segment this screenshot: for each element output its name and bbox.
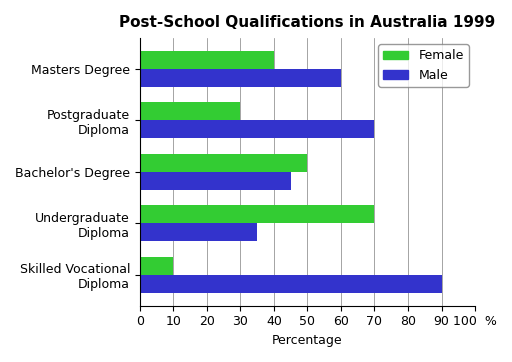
Legend: Female, Male: Female, Male <box>378 45 469 87</box>
Title: Post-School Qualifications in Australia 1999: Post-School Qualifications in Australia … <box>119 15 496 30</box>
Bar <box>140 69 341 87</box>
Bar <box>140 223 257 241</box>
Bar <box>140 154 307 172</box>
Bar <box>140 121 374 139</box>
X-axis label: Percentage: Percentage <box>272 334 343 347</box>
Bar <box>140 51 274 69</box>
Bar <box>140 275 441 293</box>
Bar <box>140 172 291 190</box>
Bar <box>140 205 374 223</box>
Bar <box>140 257 173 275</box>
Bar <box>140 102 240 121</box>
